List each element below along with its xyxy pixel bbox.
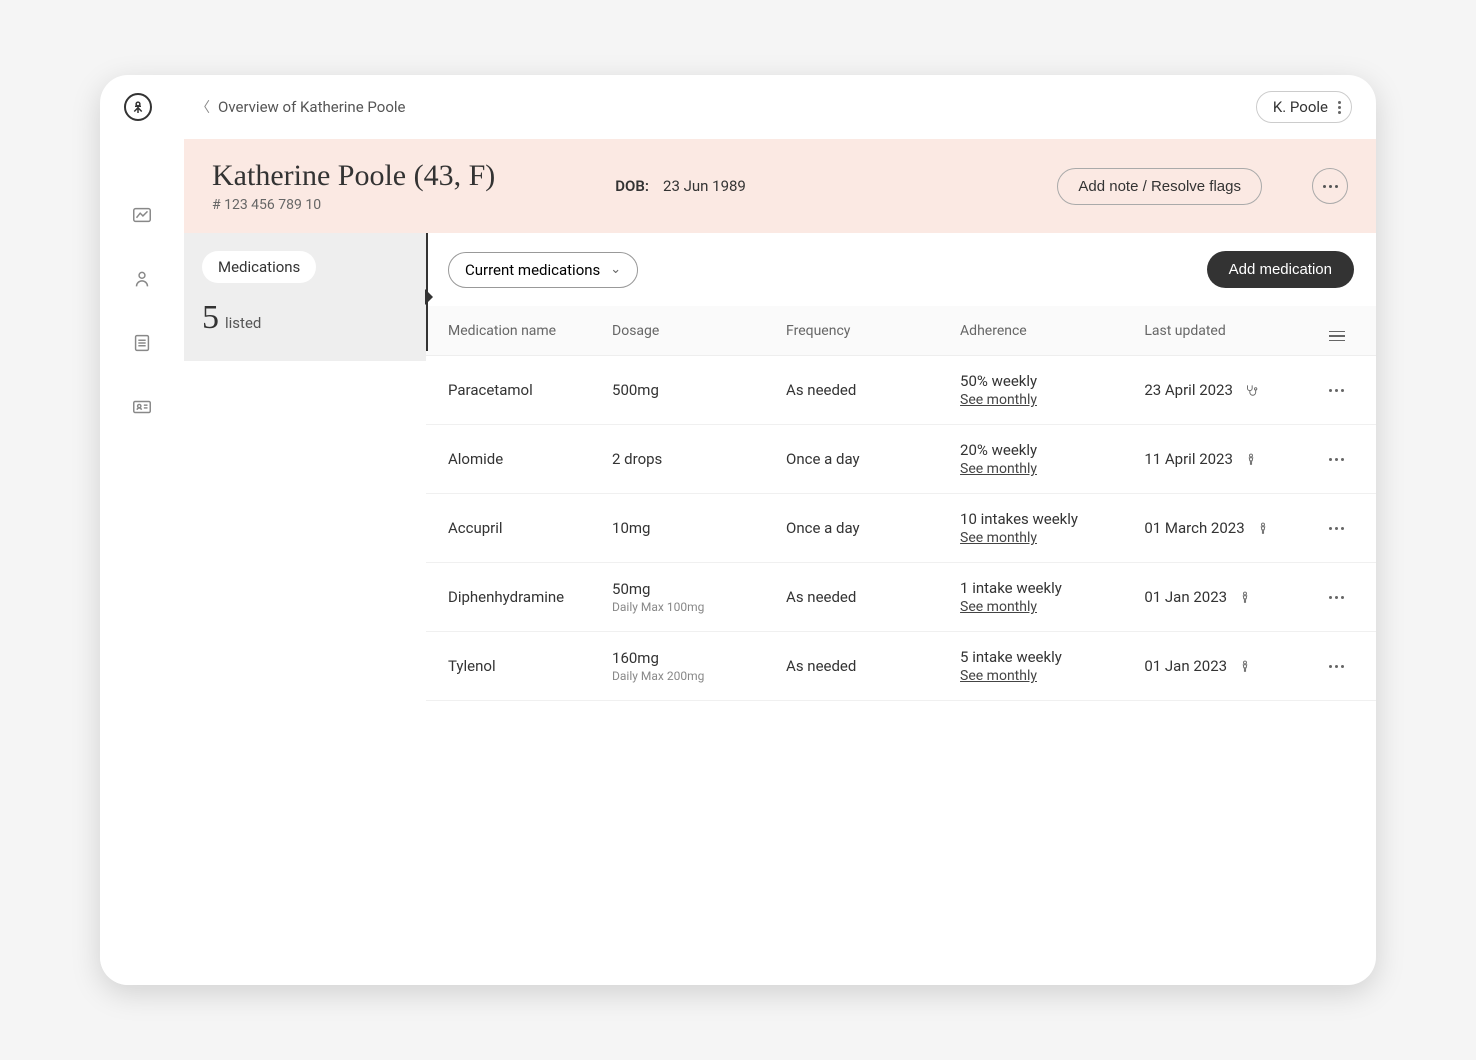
see-monthly-link[interactable]: See monthly [960, 461, 1037, 477]
patient-header: Katherine Poole (43, F) # 123 456 789 10… [184, 139, 1376, 233]
sidebar-icon-list[interactable] [130, 331, 154, 355]
cell-dosage: 160mgDaily Max 200mg [600, 632, 774, 701]
col-dosage[interactable]: Dosage [600, 306, 774, 356]
sidebar-icon-patient[interactable] [130, 267, 154, 291]
table-row: Tylenol160mgDaily Max 200mgAs needed5 in… [426, 632, 1376, 701]
dropdown-label: Current medications [465, 261, 600, 279]
cell-dosage: 10mg [600, 494, 774, 563]
cell-dosage: 500mg [600, 356, 774, 425]
cell-menu [1317, 632, 1376, 701]
person-icon [1237, 589, 1253, 605]
topbar: 〈 Overview of Katherine Poole K. Poole [100, 75, 1376, 139]
kebab-icon [1338, 101, 1341, 114]
cell-adherence: 20% weeklySee monthly [948, 425, 1132, 494]
breadcrumb[interactable]: 〈 Overview of Katherine Poole [196, 97, 405, 117]
col-updated[interactable]: Last updated [1132, 306, 1316, 356]
cell-menu [1317, 356, 1376, 425]
col-options[interactable] [1317, 306, 1376, 356]
medications-table: Medication name Dosage Frequency Adheren… [426, 306, 1376, 701]
user-label: K. Poole [1273, 98, 1328, 116]
sidebar-icon-id[interactable] [130, 395, 154, 419]
dob-label: DOB: [615, 177, 649, 195]
toolbar: Current medications ⌄ Add medication [426, 233, 1376, 306]
col-name[interactable]: Medication name [426, 306, 600, 356]
count-line: 5 listed [202, 299, 408, 337]
row-menu-button[interactable] [1329, 665, 1353, 668]
see-monthly-link[interactable]: See monthly [960, 392, 1037, 408]
dob-block: DOB: 23 Jun 1989 [615, 177, 746, 195]
cell-updated: 01 Jan 2023 [1132, 632, 1316, 701]
row-menu-button[interactable] [1329, 596, 1353, 599]
row-menu-button[interactable] [1329, 458, 1353, 461]
left-panel: Medications 5 listed [184, 233, 426, 985]
cell-frequency: As needed [774, 632, 948, 701]
columns-menu-icon [1329, 331, 1345, 342]
cell-updated: 23 April 2023 [1132, 356, 1316, 425]
cell-dosage: 50mgDaily Max 100mg [600, 563, 774, 632]
dob-value: 23 Jun 1989 [663, 177, 746, 195]
row-menu-button[interactable] [1329, 389, 1353, 392]
patient-name-block: Katherine Poole (43, F) # 123 456 789 10 [212, 159, 495, 213]
cell-name: Diphenhydramine [426, 563, 600, 632]
table-row: Paracetamol500mgAs needed50% weeklySee m… [426, 356, 1376, 425]
medications-chip: Medications [202, 251, 316, 283]
cell-adherence: 50% weeklySee monthly [948, 356, 1132, 425]
table-header-row: Medication name Dosage Frequency Adheren… [426, 306, 1376, 356]
cell-adherence: 5 intake weeklySee monthly [948, 632, 1132, 701]
cell-adherence: 10 intakes weeklySee monthly [948, 494, 1132, 563]
row-menu-button[interactable] [1329, 527, 1353, 530]
sidebar-icon-chart[interactable] [130, 203, 154, 227]
chevron-left-icon: 〈 [196, 97, 210, 117]
cell-name: Tylenol [426, 632, 600, 701]
cell-frequency: As needed [774, 563, 948, 632]
patient-id: # 123 456 789 10 [212, 197, 495, 213]
cell-frequency: Once a day [774, 425, 948, 494]
more-icon [1323, 185, 1338, 188]
right-panel: Current medications ⌄ Add medication Med… [426, 233, 1376, 985]
cell-menu [1317, 494, 1376, 563]
cell-name: Alomide [426, 425, 600, 494]
cell-menu [1317, 425, 1376, 494]
current-medications-dropdown[interactable]: Current medications ⌄ [448, 252, 638, 288]
content: Katherine Poole (43, F) # 123 456 789 10… [184, 139, 1376, 985]
see-monthly-link[interactable]: See monthly [960, 599, 1037, 615]
cell-updated: 11 April 2023 [1132, 425, 1316, 494]
cell-name: Accupril [426, 494, 600, 563]
logo-icon [124, 93, 152, 121]
count-number: 5 [202, 299, 219, 337]
cell-frequency: As needed [774, 356, 948, 425]
cell-dosage: 2 drops [600, 425, 774, 494]
app-frame: 〈 Overview of Katherine Poole K. Poole [100, 75, 1376, 985]
more-actions-button[interactable] [1312, 168, 1348, 204]
count-label: listed [225, 314, 261, 332]
cell-frequency: Once a day [774, 494, 948, 563]
see-monthly-link[interactable]: See monthly [960, 668, 1037, 684]
col-frequency[interactable]: Frequency [774, 306, 948, 356]
stethoscope-icon [1243, 382, 1259, 398]
user-menu[interactable]: K. Poole [1256, 91, 1352, 123]
sidebar [100, 139, 184, 985]
person-icon [1255, 520, 1271, 536]
body-split: Medications 5 listed Current medications… [184, 233, 1376, 985]
table-row: Accupril10mgOnce a day10 intakes weeklyS… [426, 494, 1376, 563]
cell-updated: 01 March 2023 [1132, 494, 1316, 563]
cell-menu [1317, 563, 1376, 632]
cell-name: Paracetamol [426, 356, 600, 425]
person-icon [1237, 658, 1253, 674]
left-panel-card[interactable]: Medications 5 listed [184, 233, 426, 361]
breadcrumb-label: Overview of Katherine Poole [218, 98, 405, 116]
see-monthly-link[interactable]: See monthly [960, 530, 1037, 546]
col-adherence[interactable]: Adherence [948, 306, 1132, 356]
add-medication-button[interactable]: Add medication [1207, 251, 1354, 288]
table-row: Diphenhydramine50mgDaily Max 100mgAs nee… [426, 563, 1376, 632]
main-area: Katherine Poole (43, F) # 123 456 789 10… [100, 139, 1376, 985]
cell-updated: 01 Jan 2023 [1132, 563, 1316, 632]
cell-adherence: 1 intake weeklySee monthly [948, 563, 1132, 632]
patient-name: Katherine Poole (43, F) [212, 159, 495, 193]
person-icon [1243, 451, 1259, 467]
table-row: Alomide2 dropsOnce a day20% weeklySee mo… [426, 425, 1376, 494]
add-note-button[interactable]: Add note / Resolve flags [1057, 168, 1262, 205]
chevron-down-icon: ⌄ [610, 262, 621, 277]
